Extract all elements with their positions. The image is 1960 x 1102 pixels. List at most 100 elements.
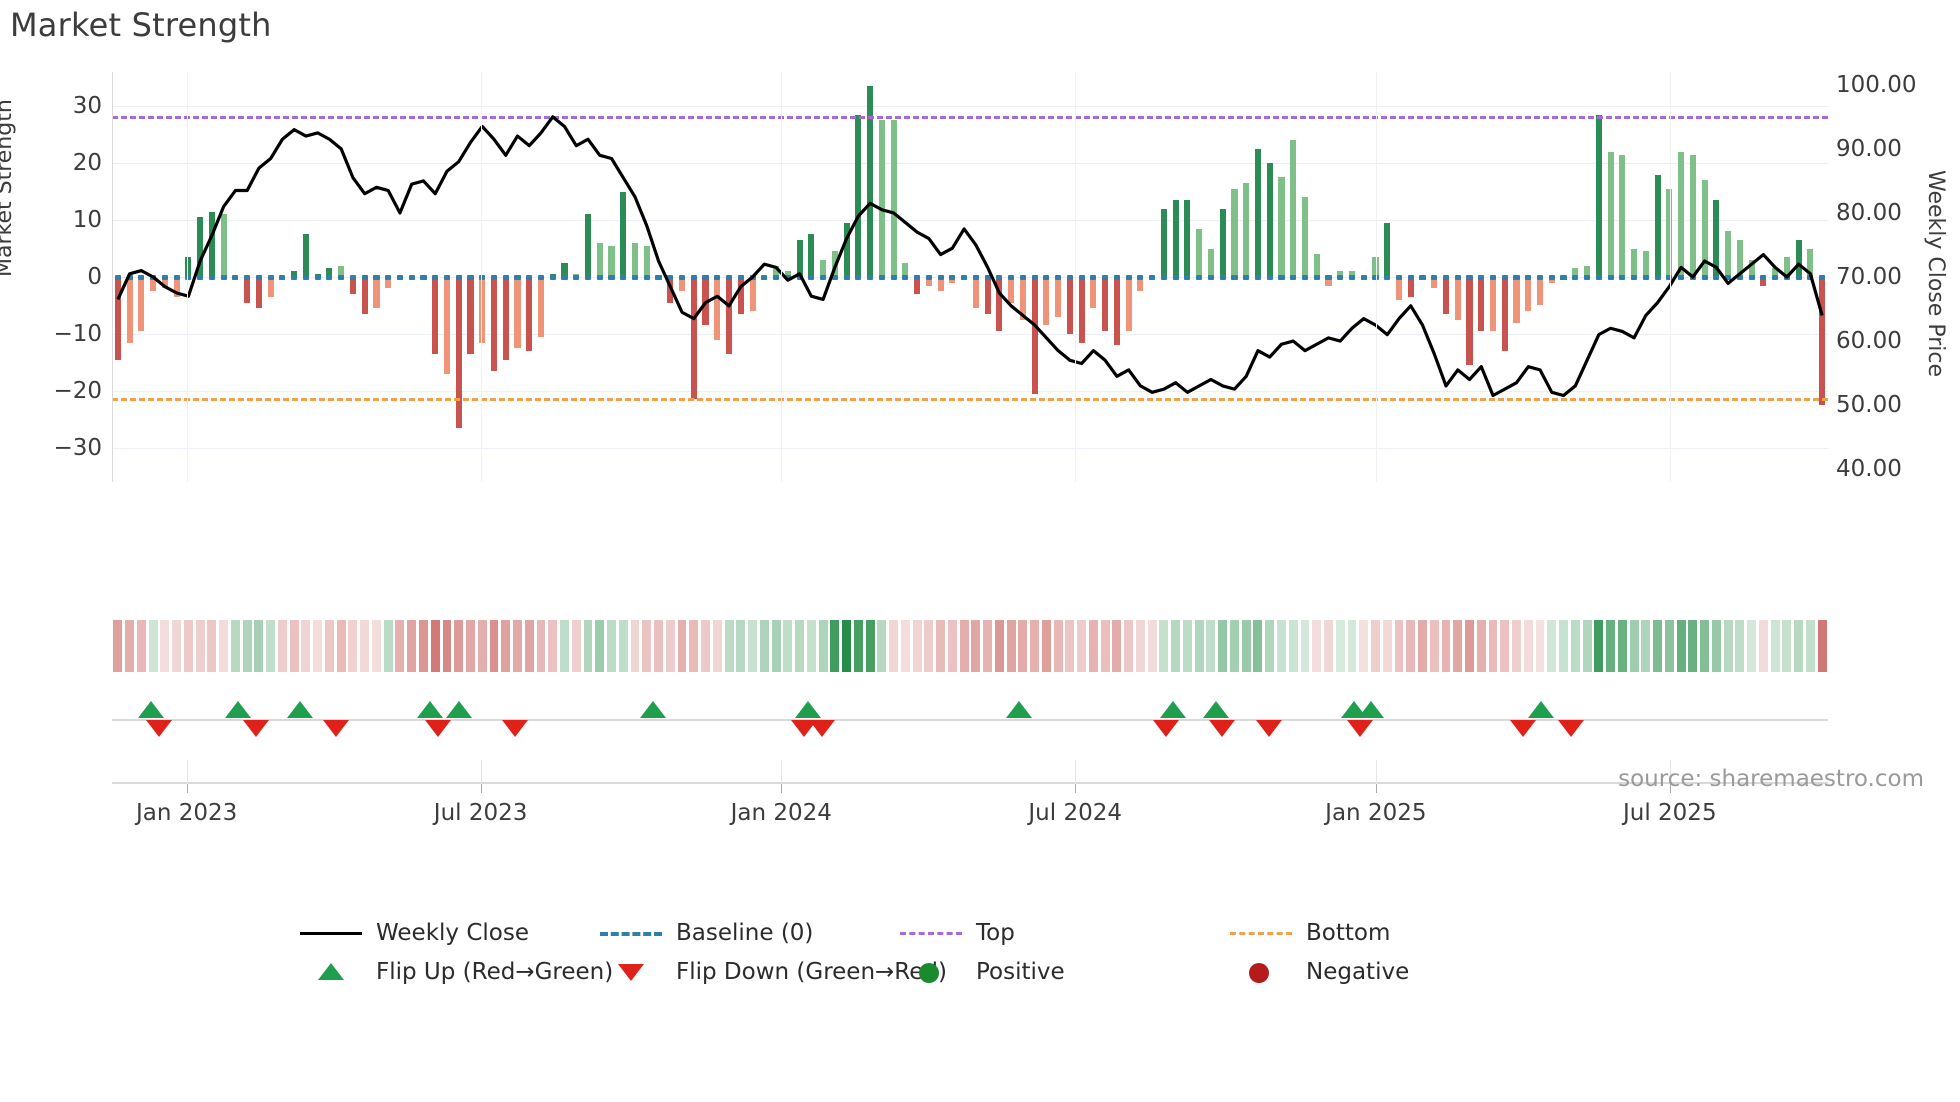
- baseline-tick: [890, 274, 897, 280]
- strength-bar: [338, 265, 345, 277]
- heatmap-cell: [418, 620, 428, 672]
- heatmap-cell: [266, 620, 276, 672]
- baseline-tick: [1642, 274, 1649, 280]
- strength-bar: [161, 277, 168, 289]
- baseline-tick: [502, 274, 509, 280]
- heatmap-cell: [936, 620, 946, 672]
- flip-up-marker: [1160, 701, 1187, 718]
- baseline-tick: [549, 274, 556, 280]
- gridline--20: [112, 390, 1828, 392]
- baseline-tick: [714, 274, 721, 280]
- heatmap-cell: [1782, 620, 1792, 672]
- baseline-tick: [925, 274, 932, 280]
- baseline-tick: [1713, 274, 1720, 280]
- heatmap-cell: [430, 620, 440, 672]
- baseline-tick: [1125, 274, 1132, 280]
- x-tick-label-5: Jul 2025: [1622, 800, 1717, 826]
- flip-up-marker: [137, 701, 164, 718]
- baseline-tick: [349, 274, 356, 280]
- heatmap-cell: [1617, 620, 1627, 672]
- baseline-tick: [314, 274, 321, 280]
- legend-label: Flip Up (Red→Green): [376, 959, 614, 985]
- heatmap-cell: [1676, 620, 1686, 672]
- legend-item-positive[interactable]: Positive: [900, 959, 1065, 985]
- baseline-tick: [1572, 274, 1579, 280]
- strength-bar: [1572, 268, 1579, 277]
- baseline-tick: [244, 274, 251, 280]
- heatmap-cell: [1171, 620, 1181, 672]
- baseline-tick: [1149, 274, 1156, 280]
- strength-bar: [620, 191, 627, 277]
- heatmap-cell: [219, 620, 229, 672]
- strength-bar: [1290, 140, 1297, 277]
- baseline-tick: [1442, 274, 1450, 280]
- baseline-tick: [1419, 274, 1426, 280]
- legend-item-weekly-close[interactable]: Weekly Close: [300, 920, 529, 946]
- heatmap-cell: [230, 620, 240, 672]
- gridline--30: [112, 447, 1828, 449]
- baseline-tick: [914, 274, 921, 280]
- legend-item-flip-up[interactable]: Flip Up (Red→Green): [300, 959, 613, 985]
- legend-item-bottom[interactable]: Bottom: [1230, 920, 1390, 946]
- heatmap-cell: [724, 620, 734, 672]
- legend-swatch-bottom: [1230, 924, 1292, 942]
- y-tick-right-3: 70.00: [1836, 264, 1902, 290]
- strength-bar: [479, 277, 486, 343]
- y-tick-left-2: 10: [72, 207, 102, 234]
- heatmap-cell: [583, 620, 593, 672]
- heatmap-cell: [1300, 620, 1310, 672]
- legend-item-baseline[interactable]: Baseline (0): [600, 920, 813, 946]
- baseline-tick: [1548, 274, 1555, 280]
- flip-down-marker: [1255, 720, 1282, 737]
- baseline-tick: [878, 274, 885, 280]
- heatmap-cell: [536, 620, 546, 672]
- baseline-tick: [1607, 274, 1614, 280]
- legend-item-top[interactable]: Top: [900, 920, 1015, 946]
- strength-bar: [1384, 222, 1391, 277]
- heatmap-cell: [806, 620, 816, 672]
- strength-bar: [949, 277, 956, 283]
- legend-item-negative[interactable]: Negative: [1230, 959, 1409, 985]
- baseline-tick: [1243, 274, 1250, 280]
- baseline-tick: [1725, 274, 1732, 280]
- y-tick-right-0: 100.00: [1836, 71, 1917, 98]
- gridline--10: [112, 333, 1828, 335]
- legend-label: Baseline (0): [676, 920, 814, 946]
- flip-down-marker: [146, 720, 173, 737]
- flip-up-marker: [1527, 701, 1554, 718]
- legend-swatch-top: [900, 924, 962, 942]
- baseline-tick: [1748, 274, 1755, 280]
- legend-item-flip-down[interactable]: Flip Down (Green→Red): [600, 959, 947, 985]
- baseline-tick: [655, 274, 662, 280]
- strength-bar: [244, 277, 251, 303]
- baseline-tick: [1536, 274, 1544, 280]
- heatmap-cell: [301, 620, 311, 672]
- baseline-tick: [867, 274, 874, 280]
- heatmap-cell: [994, 620, 1004, 672]
- x-gridline: [480, 760, 482, 784]
- baseline-tick: [1360, 274, 1367, 280]
- strength-bar: [373, 277, 380, 309]
- baseline-tick: [173, 274, 180, 280]
- heatmap-cell: [677, 620, 687, 672]
- source-note: source: sharemaestro.com: [1618, 766, 1924, 792]
- heatmap-cell: [1077, 620, 1087, 672]
- strength-bar: [1102, 277, 1109, 332]
- heatmap-cell: [1582, 620, 1592, 672]
- baseline-tick: [678, 274, 686, 280]
- baseline-tick: [596, 274, 603, 280]
- baseline-tick: [1583, 274, 1591, 280]
- heatmap-cell: [1030, 620, 1040, 672]
- strength-bar: [808, 234, 815, 277]
- strength-bar: [855, 114, 862, 277]
- gridline-0: [112, 277, 1828, 278]
- strength-bar: [1078, 277, 1085, 343]
- flip-down-marker: [1510, 720, 1537, 737]
- heatmap-cell: [1018, 620, 1028, 672]
- heatmap-cell: [548, 620, 558, 672]
- strength-bar: [220, 214, 227, 277]
- strength-bar: [1760, 277, 1767, 286]
- heatmap-cell: [618, 620, 628, 672]
- heatmap-cell: [501, 620, 511, 672]
- heatmap-cell: [1653, 620, 1663, 672]
